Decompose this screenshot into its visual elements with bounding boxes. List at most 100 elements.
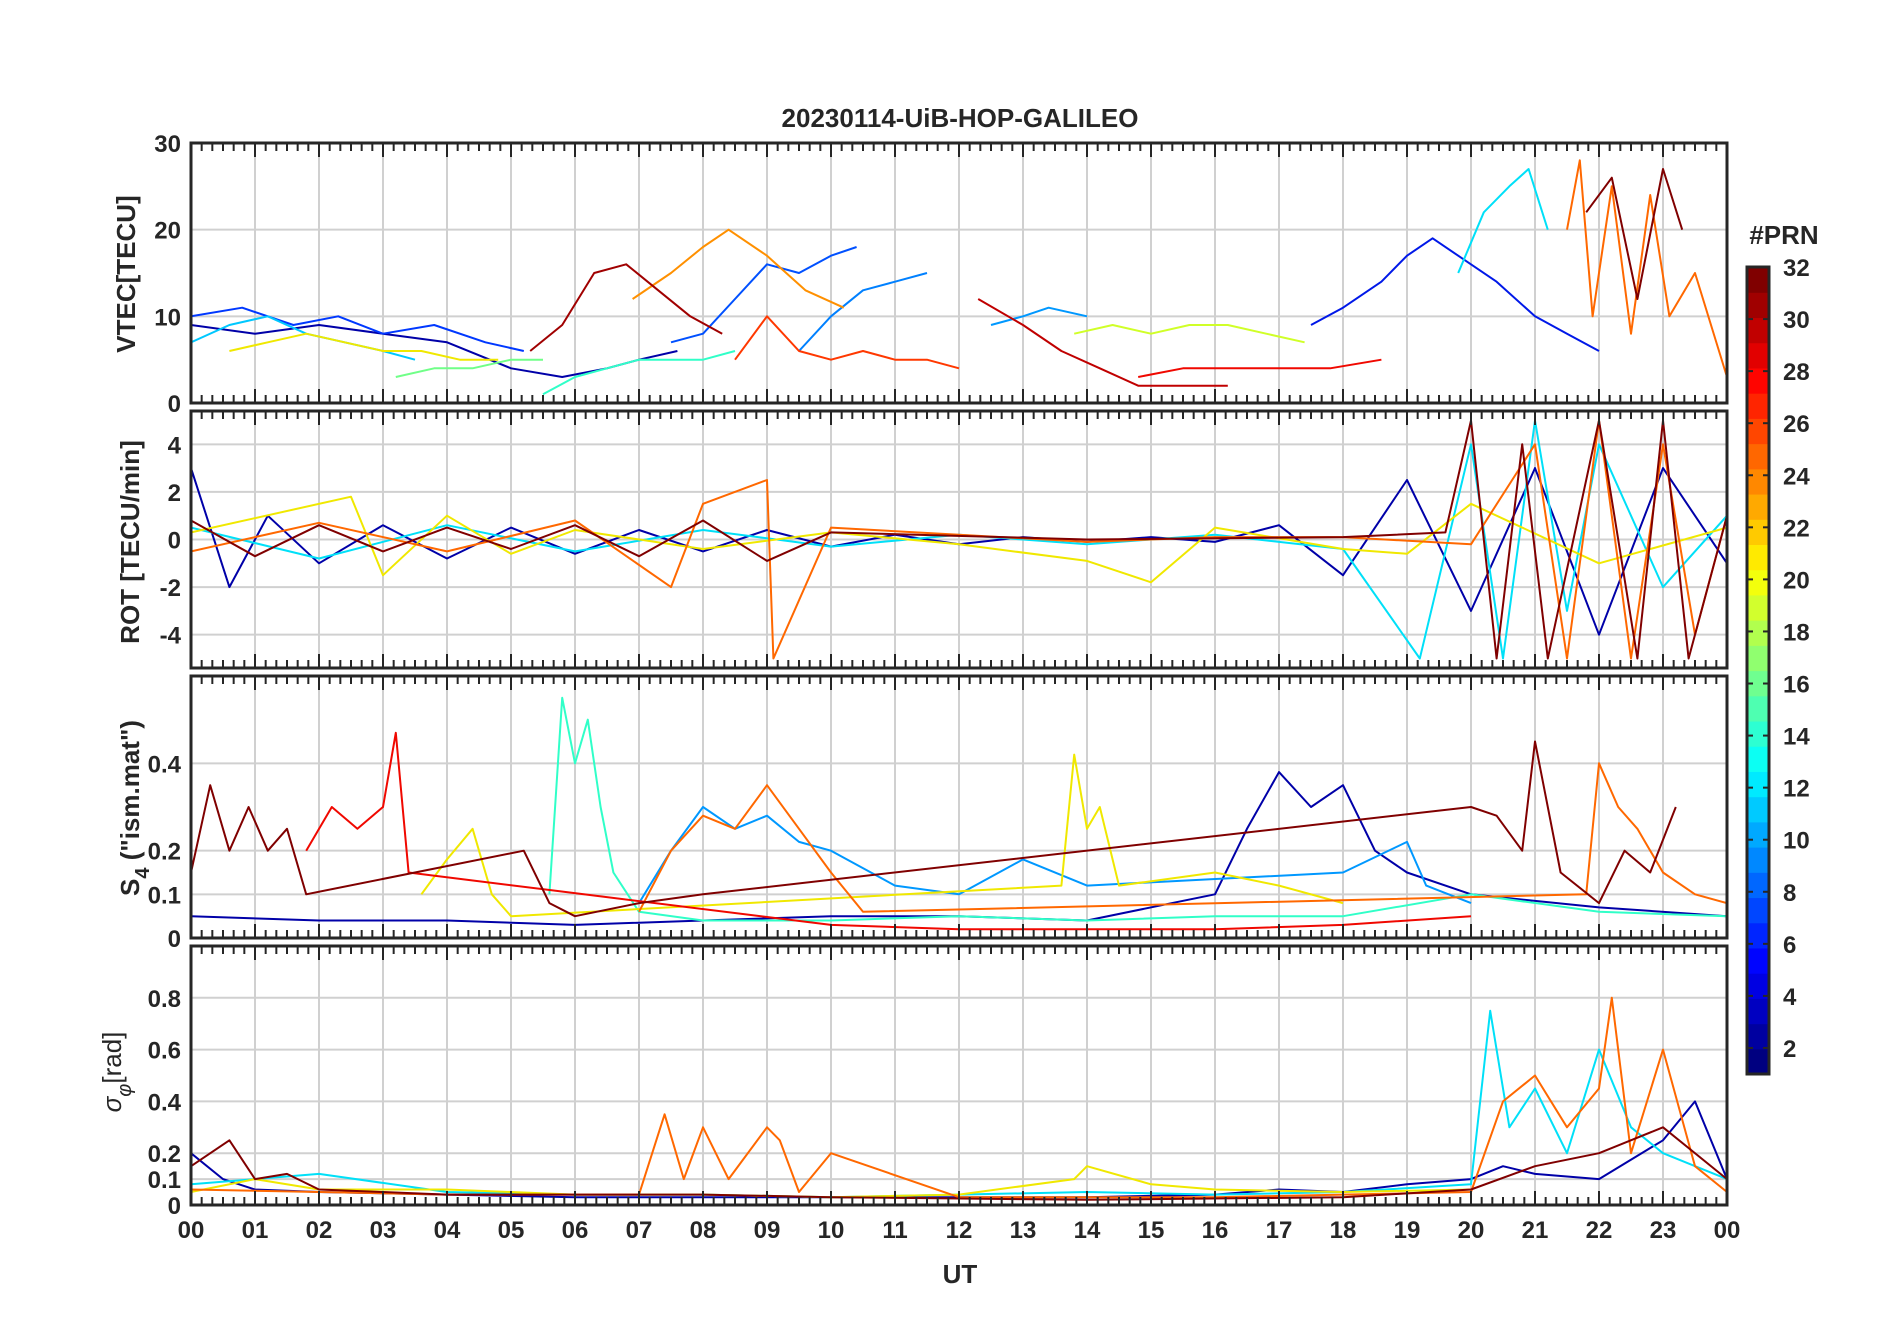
series-line-prn-24: [191, 996, 1727, 1199]
series-line-prn-8: [798, 272, 928, 352]
series-line-prn-5: [191, 306, 525, 352]
series-line-prn-6: [670, 246, 857, 344]
colorbar-tick-label: 10: [1783, 828, 1810, 855]
y-tick-label: -2: [160, 575, 181, 602]
x-tick-label: 22: [1586, 1217, 1613, 1244]
x-tick-label: 15: [1138, 1217, 1165, 1244]
colorbar-swatch: [1747, 947, 1769, 974]
x-tick-label: 07: [626, 1217, 653, 1244]
colorbar-swatch: [1747, 1048, 1769, 1075]
colorbar-swatch: [1747, 620, 1769, 646]
x-tick-label: 21: [1522, 1217, 1549, 1244]
colorbar-tick-label: 16: [1783, 672, 1810, 699]
series-line-prn-4: [1310, 237, 1600, 352]
x-tick-label: 16: [1202, 1217, 1229, 1244]
colorbar-swatch: [1747, 695, 1769, 722]
colorbar-swatch: [1747, 493, 1769, 520]
colorbar-tick-label: 32: [1783, 255, 1810, 282]
series-line-prn-12: [1457, 168, 1549, 274]
colorbar-label: #PRN: [1749, 220, 1818, 250]
y-tick-label: 0: [168, 926, 181, 953]
colorbar-swatch: [1747, 468, 1769, 495]
x-tick-label: 02: [306, 1217, 333, 1244]
series-line-prn-28: [305, 731, 1472, 931]
x-tick-label: 17: [1266, 1217, 1293, 1244]
colorbar-swatch: [1747, 443, 1769, 470]
x-tick-label: 13: [1010, 1217, 1037, 1244]
y-tick-label: 0.2: [148, 839, 181, 866]
colorbar-swatch: [1747, 317, 1769, 344]
colorbar-swatch: [1747, 973, 1769, 999]
colorbar-swatch: [1747, 569, 1769, 596]
x-tick-label: 08: [690, 1217, 717, 1244]
y-tick-label: 0.6: [148, 1038, 181, 1065]
colorbar-swatch: [1747, 519, 1769, 546]
series-line-prn-19: [1073, 324, 1305, 344]
series-line-prn-10: [638, 806, 1472, 905]
y-tick-label: 0.4: [148, 1089, 182, 1116]
y-tick-label: 0.2: [148, 1141, 181, 1168]
colorbar-swatch: [1747, 847, 1769, 873]
x-tick-label: 06: [562, 1217, 589, 1244]
rot-ylabel: ROT [TECU/min]: [115, 440, 145, 644]
colorbar-swatch: [1747, 720, 1769, 747]
series-line-prn-32: [1585, 168, 1684, 300]
colorbar-swatch: [1747, 594, 1769, 621]
colorbar-swatch: [1747, 998, 1769, 1025]
y-tick-label: 10: [154, 304, 181, 331]
x-tick-label: 20: [1458, 1217, 1485, 1244]
colorbar-swatch: [1747, 645, 1769, 672]
y-tick-label: 0.1: [148, 1167, 181, 1194]
colorbar-swatch: [1747, 821, 1769, 848]
colorbar-tick-label: 18: [1783, 619, 1810, 646]
colorbar-swatch: [1747, 267, 1769, 293]
colorbar-tick-label: 6: [1783, 932, 1796, 959]
colorbar-swatch: [1747, 367, 1769, 394]
series-line-prn-28: [1138, 358, 1382, 378]
y-tick-label: 30: [154, 131, 181, 158]
colorbar-swatch: [1747, 544, 1769, 571]
axes-frame: [189, 409, 1729, 670]
series-line-prn-12: [191, 419, 1727, 660]
y-tick-label: 0: [168, 528, 181, 555]
colorbar-tick-label: 20: [1783, 567, 1810, 594]
colorbar-swatch: [1747, 872, 1769, 899]
colorbar-swatch: [1747, 922, 1769, 949]
y-tick-label: -4: [160, 623, 182, 650]
colorbar-swatch: [1747, 1023, 1769, 1050]
x-tick-label: 01: [242, 1217, 269, 1244]
y-tick-label: 0.8: [148, 986, 181, 1013]
series-line-prn-24: [1566, 159, 1727, 378]
colorbar-tick-label: 2: [1783, 1036, 1796, 1063]
colorbar-swatch: [1747, 292, 1769, 319]
x-tick-label: 00: [178, 1217, 205, 1244]
colorbar-swatch: [1747, 393, 1769, 419]
sigma-phi-panel: 00.10.2 0.4 0.6 0.8: [148, 944, 1729, 1220]
x-tick-label: 12: [946, 1217, 973, 1244]
colorbar-tick-label: 26: [1783, 411, 1810, 438]
y-tick-label: 2: [168, 480, 181, 507]
colorbar-swatch: [1747, 342, 1769, 369]
series-line-prn-14: [542, 350, 736, 396]
x-tick-label: 05: [498, 1217, 525, 1244]
colorbar-tick-label: 12: [1783, 776, 1810, 803]
s4-ylabel: S4 ("ism.mat"): [115, 720, 154, 896]
x-tick-label: 19: [1394, 1217, 1421, 1244]
x-tick-label: 00: [1714, 1217, 1741, 1244]
series-line-prn-16: [395, 358, 543, 378]
series-line-prn-2: [191, 771, 1727, 926]
colorbar-tick-label: 28: [1783, 359, 1810, 386]
s4-panel: 0 0.1 0.2 0.4: [148, 674, 1729, 953]
colorbar-tick-label: 24: [1783, 463, 1810, 490]
axes-frame: [189, 141, 1729, 405]
x-tick-label: 11: [882, 1217, 907, 1244]
x-tick-label: 03: [370, 1217, 397, 1244]
series-line-prn-32: [191, 740, 1677, 918]
series-line-prn-20: [420, 753, 1344, 918]
x-tick-label: 18: [1330, 1217, 1357, 1244]
sigma-phi-ylabel: σφ[rad]: [97, 1032, 136, 1113]
x-tick-label: 04: [434, 1217, 461, 1244]
y-tick-label: 0.1: [148, 882, 181, 909]
